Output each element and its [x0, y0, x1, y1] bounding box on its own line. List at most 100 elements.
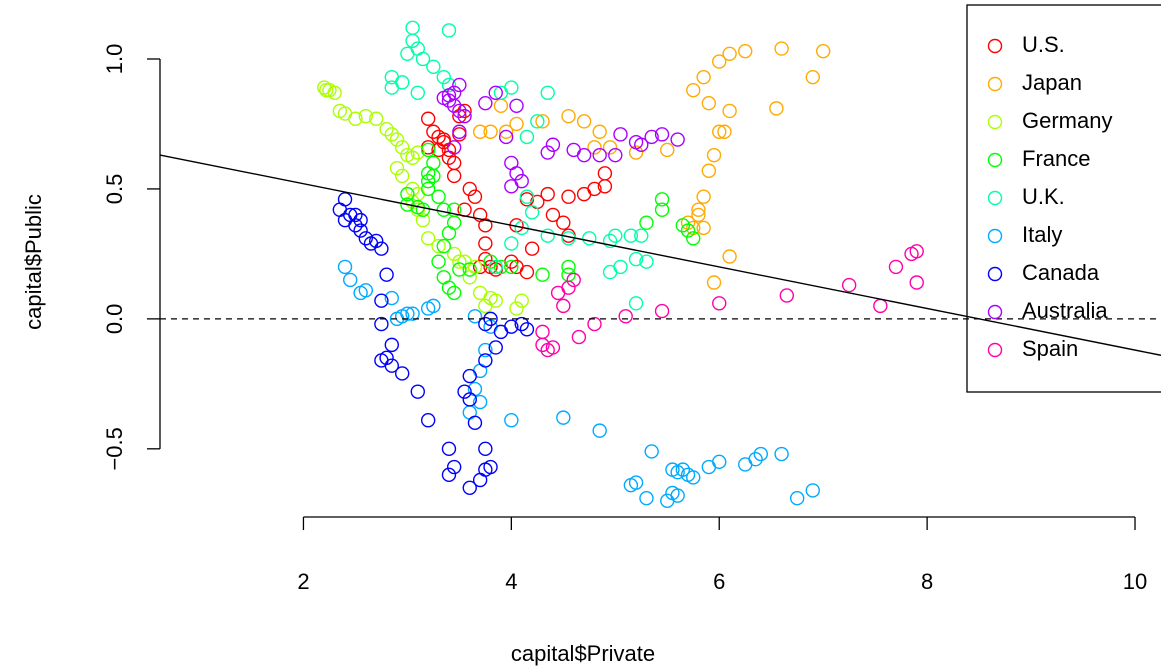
- point: [509, 166, 524, 181]
- point: [400, 186, 415, 202]
- point: [540, 85, 555, 100]
- point: [706, 147, 722, 163]
- point: [519, 322, 535, 337]
- point: [753, 446, 769, 462]
- point: [446, 140, 462, 155]
- point: [712, 454, 727, 470]
- point: [680, 223, 696, 238]
- point: [389, 160, 405, 176]
- point: [514, 293, 529, 308]
- point: [369, 233, 384, 249]
- legend-marker: [987, 152, 1003, 168]
- point: [420, 173, 436, 189]
- point: [686, 231, 701, 246]
- point: [504, 179, 519, 194]
- point: [686, 82, 701, 98]
- x-axis-label: capital$Private: [511, 641, 655, 666]
- point: [420, 142, 436, 158]
- point: [545, 207, 561, 223]
- point: [509, 301, 524, 316]
- point: [504, 236, 519, 251]
- point: [815, 43, 831, 59]
- point: [405, 181, 420, 197]
- point: [535, 267, 550, 282]
- point: [576, 147, 592, 163]
- point: [841, 277, 857, 293]
- point: [566, 272, 581, 288]
- point: [394, 366, 410, 381]
- legend-marker: [987, 190, 1003, 206]
- point: [712, 296, 727, 311]
- point: [405, 20, 420, 35]
- point: [374, 293, 389, 308]
- point: [441, 23, 457, 38]
- point: [483, 459, 498, 475]
- legend-marker: [987, 342, 1003, 358]
- point: [639, 491, 654, 506]
- point: [540, 145, 555, 160]
- point: [608, 147, 623, 163]
- point: [441, 441, 457, 457]
- point: [426, 298, 441, 314]
- point: [446, 285, 462, 301]
- point: [504, 80, 519, 95]
- point: [524, 205, 540, 220]
- point: [462, 181, 477, 197]
- point: [462, 262, 477, 277]
- point: [789, 491, 805, 506]
- point: [805, 483, 820, 498]
- point: [415, 212, 431, 228]
- point: [504, 413, 519, 428]
- point: [519, 264, 535, 280]
- point: [644, 129, 659, 145]
- point: [519, 189, 535, 204]
- point: [436, 238, 451, 254]
- y-tick-label: 0.0: [102, 304, 127, 335]
- point: [488, 340, 503, 355]
- point: [628, 475, 644, 490]
- point: [478, 218, 493, 233]
- point: [587, 140, 602, 155]
- point: [665, 462, 680, 477]
- point: [348, 218, 363, 233]
- point: [556, 410, 571, 425]
- point: [540, 186, 555, 202]
- point: [436, 90, 451, 106]
- y-tick-label: 0.5: [102, 174, 127, 205]
- point: [452, 124, 467, 139]
- point: [410, 85, 425, 100]
- point: [805, 69, 820, 85]
- point: [478, 95, 493, 111]
- point: [623, 228, 639, 243]
- point: [358, 231, 374, 246]
- point: [561, 189, 576, 204]
- point: [462, 368, 477, 384]
- point: [587, 181, 602, 197]
- point: [337, 259, 353, 275]
- point: [488, 85, 503, 100]
- point: [400, 46, 415, 61]
- point: [696, 220, 711, 236]
- point: [556, 215, 571, 230]
- point: [379, 267, 394, 282]
- point: [712, 54, 727, 69]
- point: [488, 293, 503, 308]
- point: [389, 132, 405, 147]
- point: [628, 296, 644, 311]
- point: [415, 51, 431, 67]
- point: [446, 168, 462, 184]
- point: [712, 124, 727, 139]
- point: [472, 124, 488, 139]
- point: [545, 137, 561, 152]
- point: [909, 275, 924, 290]
- point: [467, 415, 483, 431]
- x-tick-label: 4: [505, 569, 517, 594]
- point: [514, 316, 529, 332]
- point: [472, 394, 488, 410]
- point: [509, 98, 524, 113]
- point: [384, 337, 399, 353]
- point: [639, 215, 654, 230]
- point: [343, 272, 358, 288]
- point: [478, 441, 493, 457]
- point: [384, 290, 399, 306]
